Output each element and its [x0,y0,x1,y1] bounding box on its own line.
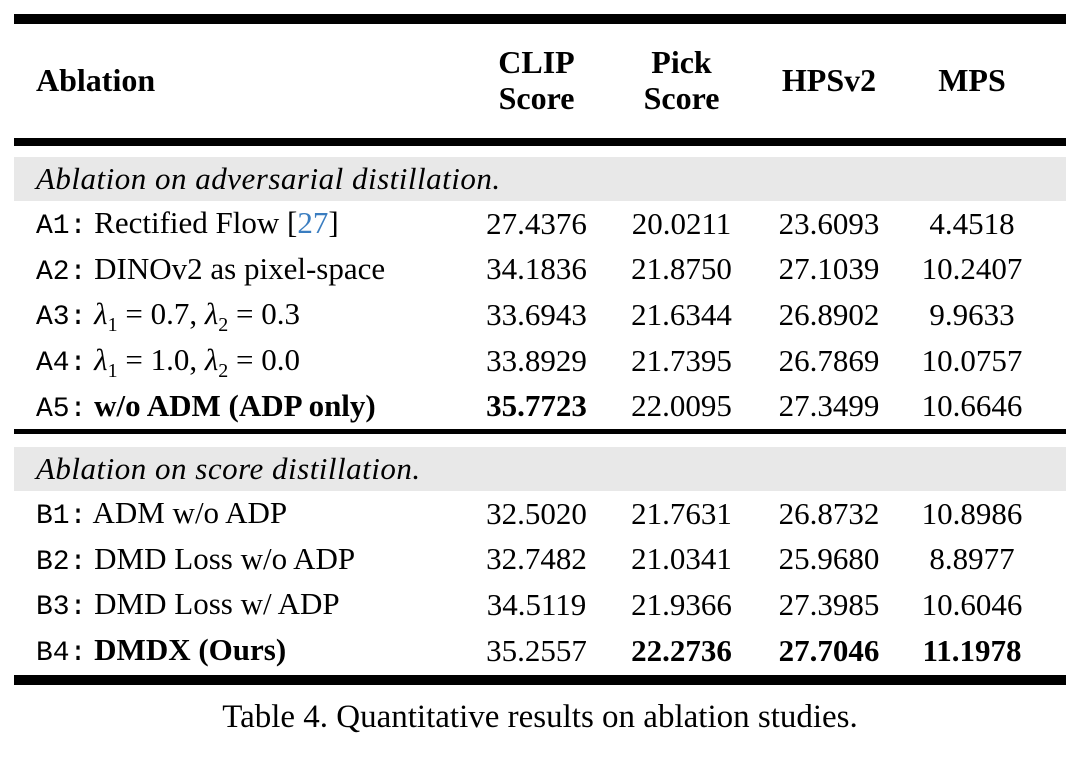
pick-score-value: 21.6344 [631,296,732,332]
table-row-b2: B2: DMD Loss w/o ADP 32.7482 21.0341 25.… [14,537,1066,583]
hpsv2-value: 27.7046 [778,632,880,668]
table-caption: Table 4. Quantitative results on ablatio… [222,699,858,735]
mps-value: 8.8977 [929,541,1015,577]
table-row-a1: A1: Rectified Flow [27] 27.4376 20.0211 … [14,201,1066,247]
mps-value: 10.2407 [921,251,1023,287]
section-title: Ablation on adversarial distillation. [36,161,501,196]
column-header-mps: MPS [938,62,1006,99]
table-row-a2: A2: DINOv2 as pixel-space 34.1836 21.875… [14,247,1066,293]
row-label: A5: w/o ADM (ADP only) [14,388,464,425]
pick-score-value: 21.9366 [631,586,732,622]
clip-score-value: 35.2557 [486,632,587,668]
citation-bracket: ] [328,205,339,241]
mps-value: 10.6046 [921,586,1023,622]
pick-score-value: 20.0211 [631,205,732,241]
row-label-math: λ1 = 0.7, λ2 = 0.3 [94,296,301,337]
mps-value: 4.4518 [929,205,1015,241]
clip-score-value: 32.5020 [486,495,587,531]
clip-score-value: 32.7482 [486,541,587,577]
subscript: 1 [107,360,118,383]
mps-value: 10.0757 [921,342,1023,378]
mps-value: 9.9633 [929,296,1015,332]
row-label: B2: DMD Loss w/o ADP [14,541,464,578]
column-header-hpsv2: HPSv2 [781,62,877,99]
clip-score-value: 34.5119 [486,586,587,622]
hpsv2-value: 26.8732 [778,495,880,531]
lambda-symbol: λ [204,296,219,332]
row-id-label: B3: [36,592,87,624]
table-row-b4: B4: DMDX (Ours) 35.2557 22.2736 27.7046 … [14,628,1066,674]
row-label-text: w/o ADM (ADP only) [94,387,376,423]
subscript: 1 [107,314,118,337]
row-label-text: DMDX (Ours) [94,632,287,668]
hpsv2-value: 26.8902 [778,296,880,332]
clip-score-value: 27.4376 [486,205,587,241]
column-header-pick-score: Pick Score [643,44,720,116]
ablation-results-table: Ablation CLIP Score Pick Score HPSv2 MPS… [14,14,1066,686]
pick-score-value: 21.8750 [631,251,732,287]
subscript: 2 [218,360,229,383]
citation-link[interactable]: 27 [297,205,329,241]
hpsv2-value: 27.1039 [778,251,880,287]
table-row-b1: B1: ADM w/o ADP 32.5020 21.7631 26.8732 … [14,491,1066,537]
hpsv2-value: 27.3985 [778,586,880,622]
section-header-score-distillation: Ablation on score distillation. [14,446,1066,491]
pick-score-value: 22.0095 [631,388,732,424]
row-id-label: A3: [36,302,87,334]
column-header-ablation: Ablation [36,62,156,99]
table-rule-top [14,14,1066,24]
pick-score-value: 21.0341 [631,541,732,577]
table-rule-mid [14,428,1066,434]
row-id-label: A4: [36,348,87,380]
pick-score-value: 21.7395 [631,342,732,378]
row-label: B1: ADM w/o ADP [14,495,464,532]
row-id-label: B4: [36,638,87,670]
column-header-clip-score: CLIP Score [498,44,575,116]
lambda-symbol: λ [204,342,219,378]
table-row-b3: B3: DMD Loss w/ ADP 34.5119 21.9366 27.3… [14,582,1066,628]
table-rule-bottom [14,675,1066,686]
row-label: A4: λ1 = 1.0, λ2 = 0.0 [14,342,464,383]
row-label-text: DINOv2 as pixel-space [94,250,386,286]
clip-score-value: 35.7723 [486,388,587,424]
hpsv2-value: 25.9680 [778,541,880,577]
clip-score-value: 34.1836 [486,251,587,287]
subscript: 2 [218,314,229,337]
row-label: B4: DMDX (Ours) [14,632,464,669]
section-title: Ablation on score distillation. [36,450,421,486]
table-row-a5: A5: w/o ADM (ADP only) 35.7723 22.0095 2… [14,383,1066,429]
row-label: A1: Rectified Flow [27] [14,205,464,242]
row-label-text: DMD Loss w/o ADP [94,540,356,576]
pick-score-value: 21.7631 [631,495,732,531]
hpsv2-value: 23.6093 [778,205,880,241]
row-id-label: B2: [36,546,87,578]
mps-value: 10.6646 [921,388,1023,424]
section-header-adversarial-distillation: Ablation on adversarial distillation. [14,157,1066,201]
hpsv2-value: 27.3499 [778,388,880,424]
row-label-text: DMD Loss w/ ADP [94,586,340,622]
row-id-label: A5: [36,393,87,425]
row-label: A2: DINOv2 as pixel-space [14,251,464,288]
row-id-label: B1: [36,501,87,533]
table-row-a3: A3: λ1 = 0.7, λ2 = 0.3 33.6943 21.6344 2… [14,292,1066,338]
table-header-row: Ablation CLIP Score Pick Score HPSv2 MPS [14,24,1066,138]
hpsv2-value: 26.7869 [778,342,880,378]
row-label: B3: DMD Loss w/ ADP [14,586,464,623]
row-label-math: λ1 = 1.0, λ2 = 0.0 [94,342,301,383]
table-row-a4: A4: λ1 = 1.0, λ2 = 0.0 33.8929 21.7395 2… [14,338,1066,384]
row-label: A3: λ1 = 0.7, λ2 = 0.3 [14,296,464,337]
pick-score-value: 22.2736 [631,632,732,668]
clip-score-value: 33.6943 [486,296,587,332]
lambda-symbol: λ [94,296,108,332]
lambda-symbol: λ [94,342,108,378]
row-id-label: A2: [36,256,87,288]
row-label-text: ADM w/o ADP [92,495,288,531]
mps-value: 11.1978 [922,632,1022,668]
table-rule-below-header [14,138,1066,146]
row-label-text: Rectified Flow [ [94,205,298,241]
row-id-label: A1: [36,211,87,243]
mps-value: 10.8986 [921,495,1023,531]
clip-score-value: 33.8929 [486,342,587,378]
